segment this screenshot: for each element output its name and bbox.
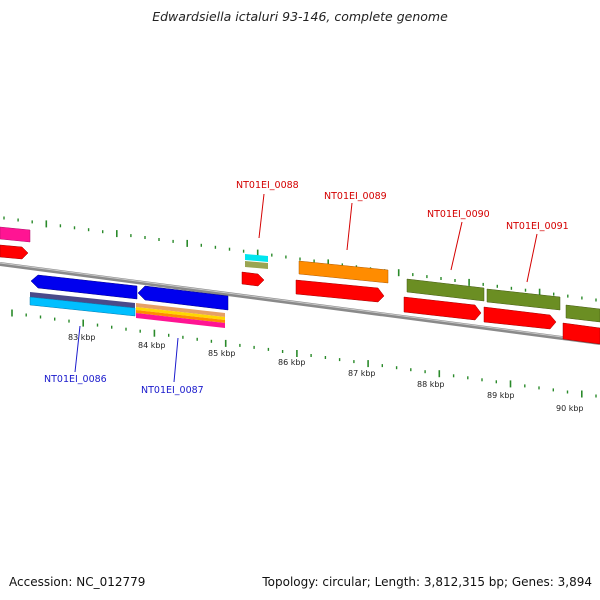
upper-strand-features	[0, 226, 600, 345]
label-leaders	[74, 193, 538, 383]
cyan-feature-block-0086[interactable]	[29, 296, 136, 317]
gene-label-0086[interactable]: NT01EI_0086	[44, 374, 107, 385]
ruler-label-83kbp: 83 kbp	[68, 333, 96, 342]
genome-summary-text: Topology: circular; Length: 3,812,315 bp…	[262, 575, 592, 589]
red-gene-arrow-0089[interactable]	[295, 279, 385, 303]
orange-feature-block-0089[interactable]	[298, 260, 389, 284]
blue-gene-arrow-0086[interactable]	[30, 274, 138, 300]
map-title: Edwardsiella ictaluri 93-146, complete g…	[152, 9, 448, 24]
red-gene-arrow-0090[interactable]	[403, 296, 482, 321]
genome-backbone-highlight	[0, 262, 600, 343]
olive-feature-block-small[interactable]	[245, 261, 268, 269]
lower-strand-features	[29, 274, 229, 328]
red-gene-arrow-0091[interactable]	[483, 306, 557, 330]
ruler-label-84kbp: 84 kbp	[138, 341, 166, 350]
magenta-feature-block[interactable]	[0, 226, 31, 243]
leader-0091	[526, 233, 538, 283]
olive-feature-block-0090[interactable]	[406, 278, 485, 302]
gene-label-0091[interactable]: NT01EI_0091	[506, 221, 569, 232]
ruler-label-89kbp: 89 kbp	[487, 391, 515, 400]
ruler-ticks-bottom	[11, 309, 597, 398]
slate-feature-block-0086[interactable]	[30, 292, 135, 308]
leader-0089	[346, 202, 353, 251]
gene-label-0087[interactable]: NT01EI_0087	[141, 385, 204, 396]
genome-backbone	[0, 262, 600, 345]
magenta-feature-block-0087[interactable]	[136, 313, 225, 328]
gene-label-0088[interactable]: NT01EI_0088	[236, 180, 299, 191]
gene-label-0089[interactable]: NT01EI_0089	[324, 191, 387, 202]
leader-0088	[258, 193, 265, 239]
leader-0090	[450, 221, 463, 271]
red-gene-arrow-next[interactable]	[562, 322, 600, 345]
ruler-label-85kbp: 85 kbp	[208, 349, 236, 358]
tan-feature-block-0087[interactable]	[136, 303, 225, 317]
olive-feature-block-0091[interactable]	[486, 288, 561, 311]
olive-feature-block-next[interactable]	[565, 304, 600, 323]
ruler-label-88kbp: 88 kbp	[417, 380, 445, 389]
ruler-ticks-top	[3, 216, 597, 302]
red-gene-arrow-0088[interactable]	[241, 271, 265, 287]
ruler-label-90kbp: 90 kbp	[556, 404, 584, 413]
leader-0087	[173, 337, 179, 383]
cyan-feature-block[interactable]	[245, 254, 268, 262]
blue-gene-arrow-0087[interactable]	[137, 285, 229, 311]
ruler-label-86kbp: 86 kbp	[278, 358, 306, 367]
accession-text: Accession: NC_012779	[9, 575, 146, 589]
gene-label-0090[interactable]: NT01EI_0090	[427, 209, 490, 220]
leader-0086	[74, 325, 81, 373]
red-gene-arrow-left[interactable]	[0, 244, 29, 260]
ruler-label-87kbp: 87 kbp	[348, 369, 376, 378]
yellow-feature-block-0087[interactable]	[136, 307, 225, 320]
orange-feature-block-0087[interactable]	[136, 310, 225, 323]
